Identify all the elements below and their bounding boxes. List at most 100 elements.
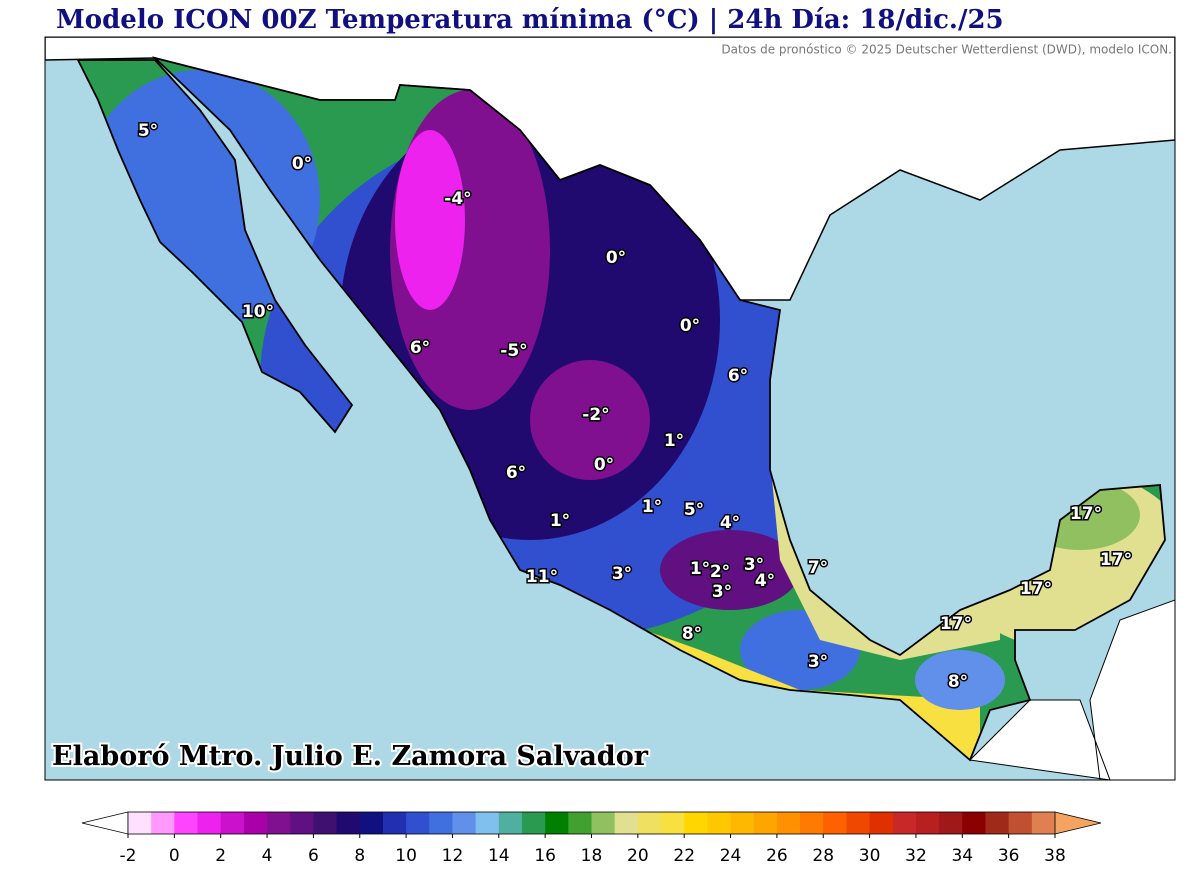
temperature-label: -2°	[582, 405, 609, 425]
colorbar-bin	[406, 812, 430, 834]
coastline	[76, 56, 1166, 762]
colorbar-tick-label: 18	[581, 846, 603, 866]
temperature-label: 11°	[526, 567, 558, 587]
colorbar-bin	[545, 812, 569, 834]
colorbar-bin	[267, 812, 291, 834]
temperature-label: 5°	[138, 121, 158, 141]
colorbar-extend-low	[81, 811, 129, 835]
temperature-label: 8°	[948, 672, 968, 692]
colorbar-bin	[637, 812, 662, 834]
colorbar-bin	[753, 812, 778, 834]
temperature-label: 3°	[744, 555, 764, 575]
colorbar-bin	[892, 812, 917, 834]
temperature-label: 6°	[506, 463, 526, 483]
temperature-label: 0°	[594, 455, 614, 475]
colorbar-bin	[359, 812, 384, 834]
temperature-label: 17°	[1070, 504, 1102, 524]
colorbar-bin	[823, 812, 847, 834]
colorbar-bin	[591, 812, 616, 834]
temperature-label: 7°	[808, 558, 828, 578]
colorbar-bin	[800, 812, 824, 834]
colorbar-bin	[962, 812, 986, 834]
author-credit: Elaboró Mtro. Julio E. Zamora Salvador	[52, 741, 649, 772]
colorbar-extend-high	[1054, 811, 1102, 835]
temperature-label: 1°	[664, 431, 684, 451]
colorbar-tick-label: 2	[215, 846, 226, 866]
colorbar-tick-label: 22	[673, 846, 695, 866]
colorbar-bin	[869, 812, 894, 834]
temperature-label: 3°	[612, 564, 632, 584]
temperature-label: 5°	[684, 500, 704, 520]
colorbar-bin	[1008, 812, 1033, 834]
temperature-label: 4°	[720, 513, 740, 533]
title: Modelo ICON 00Z Temperatura mínima (°C) …	[56, 5, 1004, 35]
colorbar-tick-label: -2	[120, 846, 137, 866]
temperature-label: 4°	[755, 571, 775, 591]
colorbar-bin	[174, 812, 199, 834]
colorbar-bin	[498, 812, 523, 834]
colorbar-bin	[614, 812, 639, 834]
colorbar-bin	[661, 812, 685, 834]
map-frame	[44, 36, 1176, 781]
colorbar-bin	[521, 812, 546, 834]
colorbar-bin	[1031, 812, 1056, 834]
temperature-label: 2°	[710, 562, 730, 582]
colorbar-tick-label: 10	[395, 846, 417, 866]
temperature-label: 17°	[1100, 550, 1132, 570]
colorbar-tick-label: 14	[488, 846, 510, 866]
temperature-label: 0°	[606, 248, 626, 268]
temperature-label: 3°	[808, 652, 828, 672]
colorbar-bin	[313, 812, 338, 834]
colorbar-tick-label: 28	[812, 846, 834, 866]
colorbar-tick-label: 12	[442, 846, 464, 866]
temperature-label: 17°	[940, 614, 972, 634]
colorbar-tick-label: 38	[1044, 846, 1066, 866]
colorbar-tick-label: 32	[905, 846, 927, 866]
colorbar-tick-label: 4	[262, 846, 273, 866]
colorbar-bin	[243, 812, 268, 834]
attribution: Datos de pronóstico © 2025 Deutscher Wet…	[721, 43, 1172, 57]
temperature-label: 1°	[642, 497, 662, 517]
colorbar-bin	[290, 812, 314, 834]
temperature-label: 6°	[728, 366, 748, 386]
colorbar-bin	[707, 812, 732, 834]
colorbar-bin	[336, 812, 361, 834]
colorbar-bin	[684, 812, 708, 834]
colorbar-bin	[429, 812, 453, 834]
temperature-label: 10°	[242, 302, 274, 322]
colorbar-tick-label: 30	[859, 846, 881, 866]
temperature-label: 0°	[292, 154, 312, 174]
temperature-label: 6°	[410, 338, 430, 358]
colorbar-bin	[197, 812, 222, 834]
colorbar-bin	[128, 812, 152, 834]
temperature-label: 1°	[690, 559, 710, 579]
colorbar-bin	[220, 812, 245, 834]
colorbar-bin	[939, 812, 963, 834]
colorbar-bin	[151, 812, 175, 834]
map: 5° 0° -4° 0° 10° 0° 6° -5° 6° -2° 1° 0° 6° 1° 5° 1° 4° 17…	[45, 37, 1175, 780]
temperature-label: -4°	[444, 189, 471, 209]
colorbar-bin	[475, 812, 500, 834]
colorbar: -2 0 2 4 6 8 10 12 14 16 18 20 22 24 26 28 30 32 34 36 38	[81, 811, 1102, 866]
colorbar-tick-label: 16	[534, 846, 556, 866]
colorbar-bin	[568, 812, 592, 834]
colorbar-tick-label: 8	[354, 846, 365, 866]
temperature-label: -5°	[500, 341, 527, 361]
colorbar-bin	[846, 812, 871, 834]
colorbar-tick-label: 34	[951, 846, 973, 866]
temperature-label: 0°	[680, 316, 700, 336]
colorbar-tick-label: 20	[627, 846, 649, 866]
temperature-labels: 5° 0° -4° 0° 10° 0° 6° -5° 6° -2° 1° 0° 6° 1° 5° 1° 4° 17…	[136, 120, 1133, 694]
colorbar-bin	[915, 812, 940, 834]
colorbar-tick-label: 36	[998, 846, 1020, 866]
colorbar-bin	[985, 812, 1010, 834]
colorbar-bin	[776, 812, 801, 834]
temperature-label: 3°	[712, 582, 732, 602]
colorbar-tick-label: 0	[169, 846, 180, 866]
colorbar-bin	[382, 812, 407, 834]
central-america	[968, 599, 1175, 780]
temperature-label: 1°	[550, 511, 570, 531]
temperature-label: 17°	[1020, 579, 1052, 599]
colorbar-tick-label: 24	[720, 846, 742, 866]
